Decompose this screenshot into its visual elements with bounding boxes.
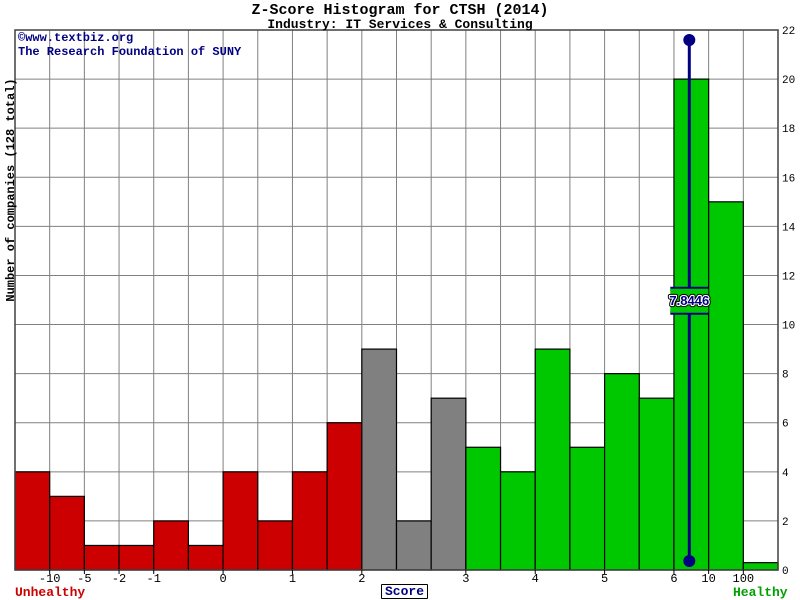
svg-text:2: 2 (358, 572, 365, 586)
svg-text:8: 8 (782, 370, 789, 382)
svg-text:100: 100 (733, 572, 755, 586)
svg-text:6: 6 (782, 419, 789, 431)
svg-text:-10: -10 (39, 572, 61, 586)
svg-text:-2: -2 (112, 572, 126, 586)
svg-text:16: 16 (782, 173, 795, 185)
svg-text:18: 18 (782, 124, 795, 136)
svg-text:4: 4 (532, 572, 539, 586)
svg-text:2: 2 (782, 517, 789, 529)
svg-text:0: 0 (782, 566, 789, 578)
svg-text:3: 3 (462, 572, 469, 586)
svg-text:20: 20 (782, 75, 795, 87)
svg-text:-5: -5 (77, 572, 91, 586)
svg-text:10: 10 (701, 572, 715, 586)
svg-text:14: 14 (782, 222, 796, 234)
svg-text:4: 4 (782, 468, 789, 480)
svg-text:0: 0 (219, 572, 226, 586)
svg-text:6: 6 (670, 572, 677, 586)
svg-text:-1: -1 (147, 572, 161, 586)
svg-text:7.8446: 7.8446 (669, 293, 709, 308)
svg-text:1: 1 (289, 572, 296, 586)
svg-text:10: 10 (782, 321, 795, 333)
svg-text:12: 12 (782, 271, 795, 283)
svg-text:5: 5 (601, 572, 608, 586)
